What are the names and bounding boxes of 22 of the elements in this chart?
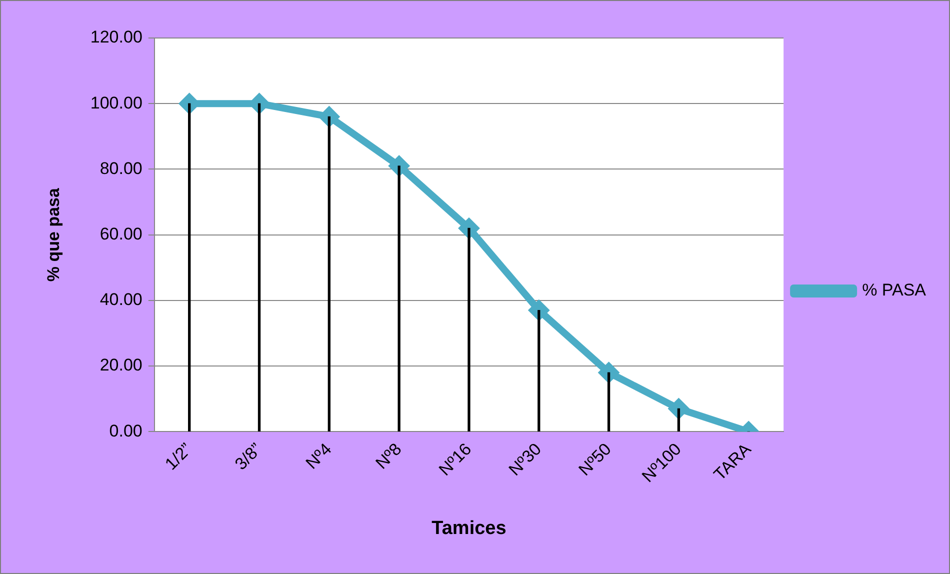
y-tick-label: 80.00 [100, 158, 142, 178]
y-tick-label: 40.00 [100, 290, 142, 310]
bar [258, 103, 261, 432]
bar [607, 372, 610, 432]
x-tick-label: 1/2” [161, 439, 196, 474]
x-tick-label: Nº4 [302, 440, 336, 473]
bar [468, 228, 470, 432]
x-tick-label: 3/8” [231, 439, 266, 474]
bar [538, 310, 540, 432]
y-tick-label: 0.00 [109, 421, 142, 440]
bar [398, 166, 400, 432]
y-axis-title: % que pasa [44, 188, 63, 282]
y-tick-label: 60.00 [100, 224, 142, 244]
bar [328, 116, 330, 432]
legend-label: % PASA [862, 280, 927, 300]
x-tick-label: Nº8 [372, 440, 406, 473]
bar [677, 408, 680, 432]
x-axis-title: Tamices [432, 518, 506, 539]
y-tick-label: 100.00 [90, 93, 142, 112]
y-tick-label: 20.00 [100, 356, 142, 375]
bar [188, 103, 191, 432]
y-tick-label: 120.00 [90, 28, 142, 47]
